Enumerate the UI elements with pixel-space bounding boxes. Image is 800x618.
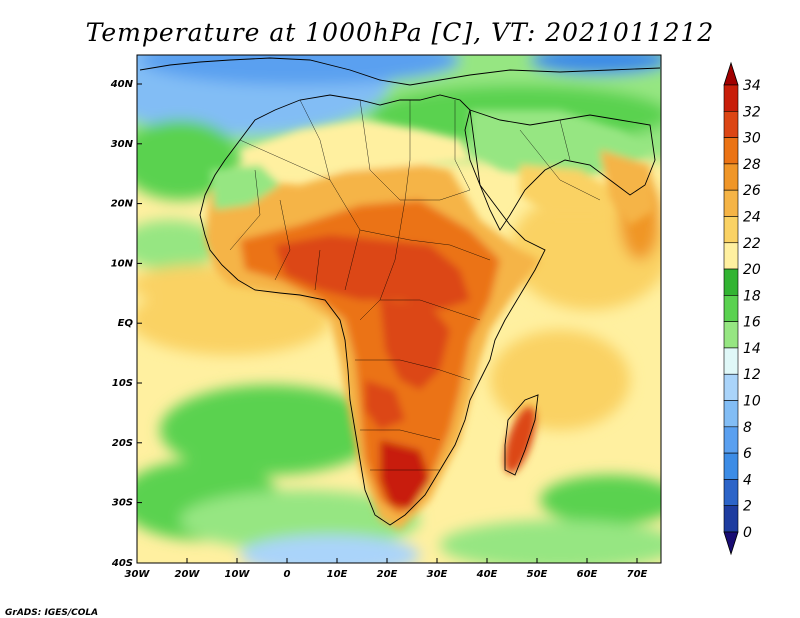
country-borders <box>229 99 601 471</box>
lon-tick-40e: 40E <box>476 569 498 580</box>
lon-tick-60e: 60E <box>577 569 598 580</box>
africa-coastline <box>199 94 546 526</box>
colorbar-label-8: 8 <box>743 420 752 436</box>
colorbar-swatch <box>723 137 739 165</box>
colorbar-top-triangle <box>723 61 739 86</box>
colorbar-label-22: 22 <box>743 236 761 252</box>
madagascar-coastline <box>504 394 539 476</box>
colorbar-label-4: 4 <box>743 472 752 488</box>
colorbar-swatch <box>723 347 739 375</box>
lon-tick-30e: 30E <box>427 569 448 580</box>
colorbar-swatch <box>723 452 739 480</box>
lon-tick-70e: 70E <box>627 569 648 580</box>
colorbar-swatch <box>723 400 739 428</box>
colorbar-swatch <box>723 505 739 533</box>
lon-tick-20w: 20W <box>175 569 201 580</box>
colorbar-label-12: 12 <box>743 367 761 383</box>
colorbar-label-0: 0 <box>743 525 752 541</box>
colorbar-swatch <box>723 426 739 454</box>
chart-title: Temperature at 1000hPa [C], VT: 20210112… <box>86 18 715 47</box>
colorbar-label-30: 30 <box>743 131 761 147</box>
lon-tick-30w: 30W <box>125 569 151 580</box>
colorbar-label-34: 34 <box>743 78 761 94</box>
colorbar-label-20: 20 <box>743 262 761 278</box>
colorbar-label-32: 32 <box>743 104 761 120</box>
middle-east-coastline <box>469 109 656 231</box>
colorbar-swatch <box>723 373 739 401</box>
lon-tick-20e: 20E <box>377 569 398 580</box>
lat-tick-30s: 30S <box>112 498 133 509</box>
lon-tick-0: 0 <box>284 569 291 580</box>
colorbar-label-28: 28 <box>743 157 761 173</box>
colorbar-swatch <box>723 321 739 349</box>
colorbar-label-26: 26 <box>743 183 761 199</box>
colorbar-swatch <box>723 110 739 138</box>
colorbar-label-16: 16 <box>743 315 761 331</box>
colorbar-swatch <box>723 163 739 191</box>
colorbar-label-2: 2 <box>743 499 752 515</box>
colorbar-label-10: 10 <box>743 394 761 410</box>
lat-tick-40s: 40S <box>111 558 133 569</box>
lon-tick-50e: 50E <box>527 569 548 580</box>
colorbar-swatch <box>723 189 739 217</box>
colorbar-swatch <box>723 242 739 270</box>
lon-tick-10w: 10W <box>225 569 251 580</box>
colorbar-label-6: 6 <box>743 446 752 462</box>
colorbar-label-18: 18 <box>743 288 761 304</box>
colorbar-label-24: 24 <box>743 209 761 225</box>
lat-tick-eq: EQ <box>118 318 134 329</box>
colorbar-label-14: 14 <box>743 341 761 357</box>
lat-tick-20n: 20N <box>111 199 134 210</box>
temperature-field <box>137 55 661 563</box>
colorbar-swatch <box>723 479 739 507</box>
coastlines <box>139 57 661 526</box>
colorbar-swatch <box>723 268 739 296</box>
lon-tick-10e: 10E <box>327 569 348 580</box>
colorbar-swatch <box>723 216 739 244</box>
lat-tick-30n: 30N <box>111 139 134 150</box>
lat-tick-20s: 20S <box>112 438 133 449</box>
longitude-axis: 30W 20W 10W 0 10E 20E 30E 40E 50E 60E 70E <box>125 558 648 580</box>
colorbar-swatch <box>723 84 739 112</box>
latitude-axis: 40N 30N 20N 10N EQ 10S 20S 30S 40S <box>110 79 142 569</box>
europe-coastline <box>139 57 661 86</box>
grads-credit: GrADS: IGES/COLA <box>5 608 98 618</box>
lat-tick-40n: 40N <box>110 79 134 90</box>
colorbar-swatch <box>723 295 739 322</box>
colorbar-bottom-triangle <box>723 531 739 556</box>
lat-tick-10n: 10N <box>111 258 134 269</box>
colorbar <box>723 61 739 556</box>
map-frame <box>136 54 662 564</box>
lat-tick-10s: 10S <box>112 378 133 389</box>
